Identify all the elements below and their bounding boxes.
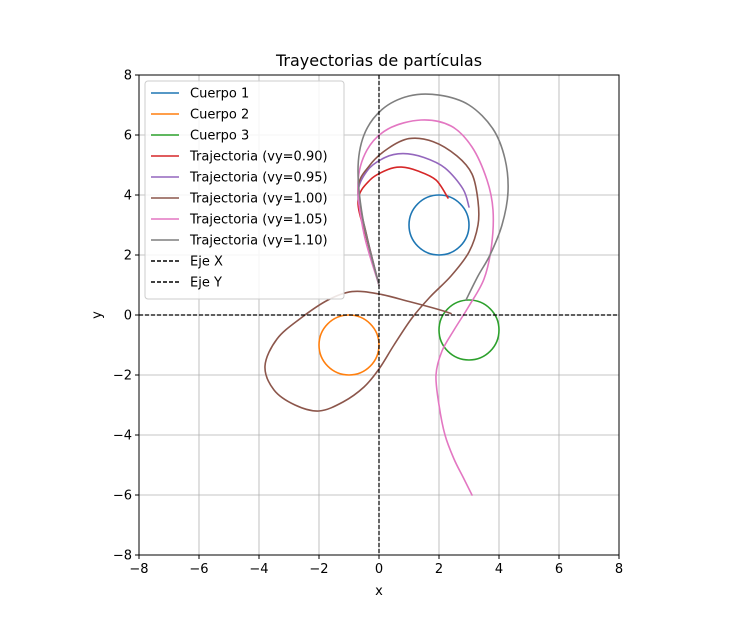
- legend-label: Trajectoria (vy=1.00): [189, 192, 328, 207]
- plot-area: [139, 75, 619, 555]
- legend-label: Eje Y: [190, 276, 222, 291]
- x-tick-label: 8: [615, 562, 623, 577]
- x-tick-label: 0: [375, 562, 383, 577]
- y-tick-label: −8: [113, 549, 132, 564]
- trajectory-line-5: [357, 93, 509, 301]
- legend-label: Cuerpo 3: [190, 129, 249, 144]
- body-circle-1: [408, 194, 470, 256]
- trajectory-line-3: [264, 137, 480, 412]
- body-circle-3: [438, 299, 500, 361]
- y-tick-label: 4: [124, 189, 132, 204]
- chart-title: Trayectorias de partículas: [275, 51, 482, 70]
- legend-label: Cuerpo 1: [190, 87, 249, 102]
- x-tick-label: 4: [495, 562, 503, 577]
- trajectory-line-4: [357, 119, 495, 496]
- legend-box: [144, 80, 345, 300]
- y-tick-label: 0: [124, 309, 132, 324]
- legend-label: Trajectoria (vy=1.05): [189, 213, 328, 228]
- x-tick-label: −8: [129, 562, 148, 577]
- x-tick-label: −4: [249, 562, 268, 577]
- x-axis-label: x: [375, 584, 383, 599]
- x-tick-label: 2: [435, 562, 443, 577]
- legend-label: Trajectoria (vy=0.95): [189, 171, 328, 186]
- y-tick-label: 6: [124, 129, 132, 144]
- legend-label: Eje X: [190, 255, 223, 270]
- y-tick-label: −2: [113, 369, 132, 384]
- legend: Cuerpo 1 Cuerpo 2 Cuerpo 3 Trajectoria (vy=…: [144, 80, 345, 300]
- y-tick-label: 2: [124, 249, 132, 264]
- legend-label: Cuerpo 2: [190, 108, 249, 123]
- y-axis-label: y: [90, 311, 105, 319]
- y-tick-label: −6: [113, 489, 132, 504]
- y-tick-label: −4: [113, 429, 132, 444]
- legend-label: Trajectoria (vy=1.10): [189, 234, 328, 249]
- ticks: −8−8 −6 −6 −4 −4 −2 −2 0 0 2 2 4 4 6 6 8 8: [113, 69, 623, 578]
- x-tick-label: 6: [555, 562, 563, 577]
- legend-label: Trajectoria (vy=0.90): [189, 150, 328, 165]
- x-tick-label: −2: [309, 562, 328, 577]
- x-tick-label: −6: [189, 562, 208, 577]
- y-tick-label: 8: [124, 69, 132, 84]
